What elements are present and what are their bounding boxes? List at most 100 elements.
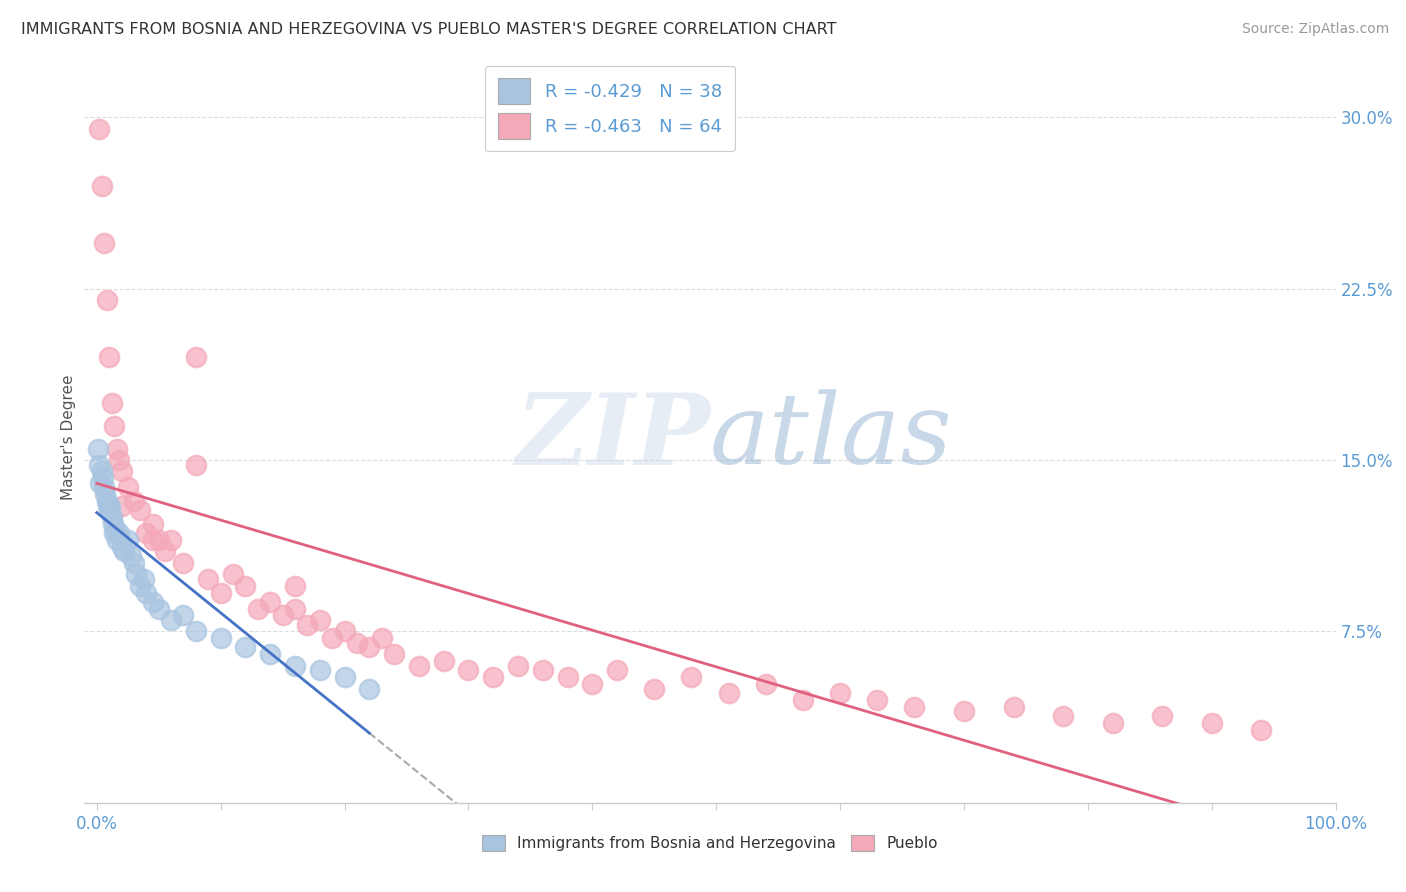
Point: [184, 350, 207, 364]
Point: [866, 693, 889, 707]
Point: [346, 636, 368, 650]
Point: [1052, 709, 1074, 723]
Point: [98, 503, 121, 517]
Point: [209, 632, 232, 646]
Point: [89, 458, 111, 472]
Point: [284, 579, 307, 593]
Point: [112, 544, 135, 558]
Point: [96, 494, 118, 508]
Point: [129, 503, 152, 517]
Point: [359, 640, 381, 655]
Point: [100, 499, 122, 513]
Point: [382, 647, 405, 661]
Point: [606, 663, 628, 677]
Point: [321, 632, 343, 646]
Point: [89, 475, 111, 490]
Point: [153, 544, 176, 558]
Point: [433, 654, 456, 668]
Point: [93, 235, 115, 250]
Point: [100, 396, 122, 410]
Point: [284, 601, 307, 615]
Point: [717, 686, 740, 700]
Point: [148, 533, 170, 547]
Point: [90, 464, 112, 478]
Point: [117, 480, 139, 494]
Point: [89, 121, 111, 136]
Point: [184, 624, 207, 639]
Point: [830, 686, 852, 700]
Point: [103, 418, 125, 433]
Point: [100, 510, 122, 524]
Point: [141, 533, 163, 547]
Text: atlas: atlas: [710, 390, 953, 484]
Point: [681, 670, 703, 684]
Point: [132, 572, 155, 586]
Point: [297, 617, 319, 632]
Point: [222, 567, 245, 582]
Point: [90, 178, 112, 193]
Point: [120, 549, 142, 563]
Point: [1101, 715, 1123, 730]
Point: [110, 464, 132, 478]
Point: [108, 526, 131, 541]
Point: [482, 670, 505, 684]
Point: [359, 681, 381, 696]
Point: [94, 487, 117, 501]
Point: [104, 521, 127, 535]
Legend: Immigrants from Bosnia and Herzegovina, Pueblo: Immigrants from Bosnia and Herzegovina, …: [477, 830, 943, 857]
Point: [148, 601, 170, 615]
Point: [122, 556, 145, 570]
Point: [557, 670, 579, 684]
Point: [135, 585, 157, 599]
Point: [284, 658, 307, 673]
Point: [93, 480, 115, 494]
Point: [1002, 699, 1025, 714]
Y-axis label: Master's Degree: Master's Degree: [60, 375, 76, 500]
Point: [903, 699, 925, 714]
Point: [160, 613, 183, 627]
Point: [246, 601, 269, 615]
Point: [105, 442, 128, 456]
Point: [259, 647, 281, 661]
Point: [108, 453, 131, 467]
Point: [101, 516, 124, 531]
Point: [97, 499, 120, 513]
Point: [408, 658, 430, 673]
Point: [308, 663, 330, 677]
Point: [125, 567, 148, 582]
Point: [110, 540, 132, 554]
Point: [117, 533, 139, 547]
Point: [333, 624, 356, 639]
Point: [110, 499, 132, 513]
Point: [1250, 723, 1272, 737]
Point: [235, 579, 257, 593]
Point: [457, 663, 479, 677]
Point: [135, 526, 157, 541]
Point: [209, 585, 232, 599]
Point: [141, 516, 163, 531]
Point: [581, 677, 603, 691]
Point: [129, 579, 152, 593]
Point: [1201, 715, 1223, 730]
Point: [506, 658, 529, 673]
Point: [122, 494, 145, 508]
Point: [98, 350, 121, 364]
Point: [103, 526, 125, 541]
Point: [308, 613, 330, 627]
Point: [141, 595, 163, 609]
Point: [105, 533, 128, 547]
Point: [333, 670, 356, 684]
Point: [271, 608, 294, 623]
Point: [953, 705, 976, 719]
Text: IMMIGRANTS FROM BOSNIA AND HERZEGOVINA VS PUEBLO MASTER'S DEGREE CORRELATION CHA: IMMIGRANTS FROM BOSNIA AND HERZEGOVINA V…: [21, 22, 837, 37]
Point: [172, 556, 194, 570]
Point: [197, 572, 219, 586]
Point: [91, 471, 114, 485]
Point: [755, 677, 778, 691]
Text: ZIP: ZIP: [515, 389, 710, 485]
Point: [531, 663, 554, 677]
Point: [96, 293, 118, 307]
Point: [643, 681, 665, 696]
Point: [259, 595, 281, 609]
Point: [792, 693, 814, 707]
